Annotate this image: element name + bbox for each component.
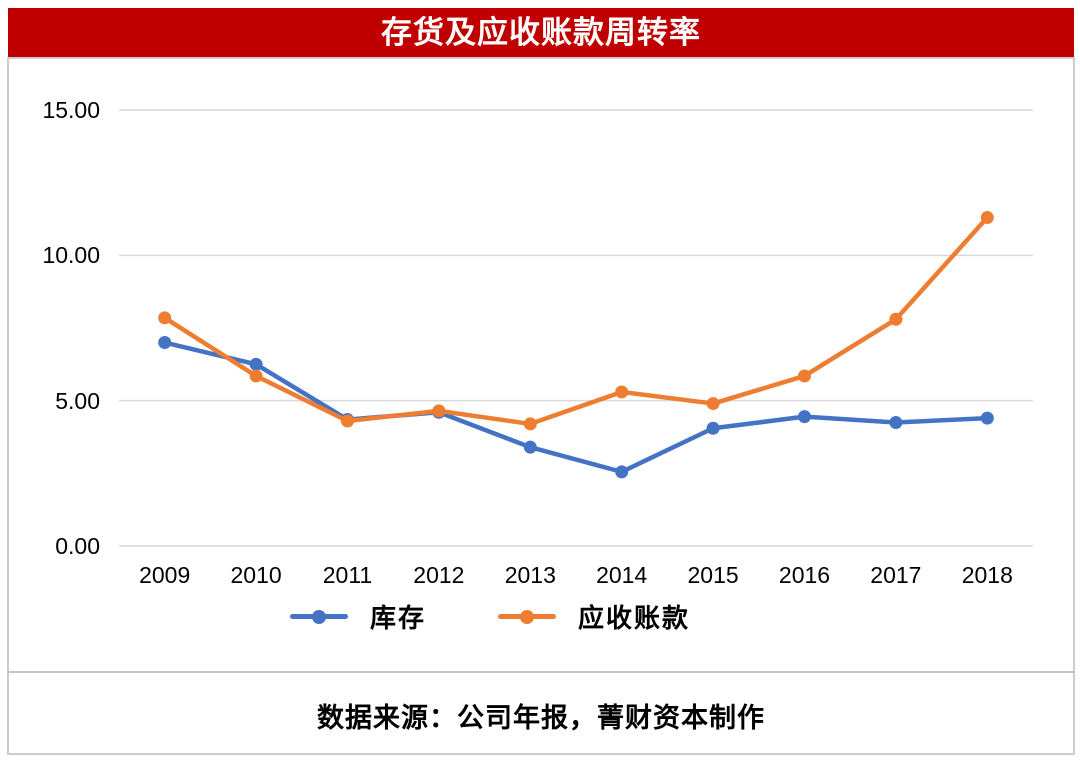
y-tick-label: 10.00 [42, 242, 100, 269]
x-tick-label: 2010 [230, 562, 282, 588]
series-1-marker [706, 397, 720, 411]
legend-marker-icon [289, 609, 348, 624]
chart-title: 存货及应收账款周转率 [381, 15, 701, 50]
series-1-marker [249, 369, 263, 383]
series-0-marker [615, 465, 629, 479]
legend-item-1: 应收账款 [498, 598, 690, 635]
chart-frame-border [7, 57, 1075, 755]
series-0-marker [249, 357, 263, 371]
series-0-line [162, 340, 990, 475]
x-tick-label: 2013 [504, 562, 556, 588]
series-0-marker [798, 410, 811, 424]
legend-label: 库存 [369, 604, 426, 633]
series-1-marker [980, 211, 994, 225]
series-0-marker [158, 336, 172, 350]
y-tick-label: 0.00 [55, 533, 100, 559]
x-tick-label: 2017 [870, 562, 922, 588]
series-1-marker [341, 414, 354, 428]
y-tick-label: 15.00 [42, 97, 100, 123]
series-1-line [162, 215, 990, 427]
legend-dot-icon [520, 609, 534, 624]
x-tick-label: 2014 [596, 562, 648, 588]
legend-item-0: 库存 [289, 598, 426, 635]
series-1-marker [432, 404, 446, 418]
plot-area [119, 109, 1033, 547]
footer-section: 数据来源：公司年报，菁财资本制作 [7, 671, 1075, 757]
legend-label: 应收账款 [578, 604, 691, 633]
data-source-text: 数据来源：公司年报，菁财资本制作 [317, 702, 765, 733]
x-tick-label: 2009 [139, 562, 191, 588]
y-tick-label: 5.00 [55, 387, 100, 414]
series-1-marker [615, 385, 629, 399]
series-0-marker [980, 411, 994, 425]
series-1-marker [889, 312, 903, 326]
legend-marker-icon [498, 609, 556, 624]
legend: 库存 应收账款 [0, 598, 1080, 635]
series-0-marker [706, 421, 720, 435]
x-tick-label: 2016 [778, 562, 831, 588]
series-1-marker [523, 417, 537, 431]
x-tick-label: 2012 [413, 562, 465, 588]
x-tick-label: 2011 [322, 562, 373, 588]
series-0-marker [889, 415, 903, 429]
x-tick-label: 2015 [687, 562, 739, 588]
legend-dot-icon [311, 609, 326, 624]
chart-title-bar: 存货及应收账款周转率 [8, 8, 1074, 57]
series-1-marker [798, 369, 811, 383]
x-tick-label: 2018 [961, 562, 1013, 588]
series-0-marker [523, 440, 537, 454]
series-1-marker [158, 311, 172, 325]
